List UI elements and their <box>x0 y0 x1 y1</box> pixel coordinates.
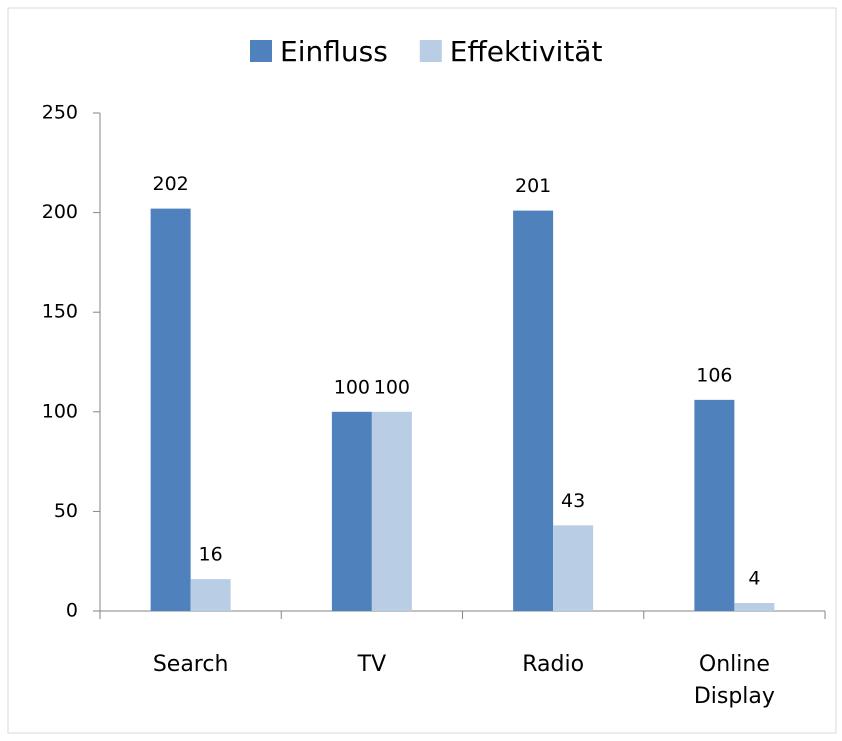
x-tick-label: Search <box>152 652 229 677</box>
y-tick-label: 0 <box>66 600 78 622</box>
legend-label: Effektivität <box>450 35 603 68</box>
bar <box>513 210 554 611</box>
x-tick-label: Radio <box>522 652 585 677</box>
data-label: 201 <box>515 175 551 197</box>
y-tick-label: 250 <box>42 102 78 124</box>
bar <box>331 411 372 611</box>
x-tick-label: Online Display <box>693 652 775 709</box>
bar <box>371 411 412 611</box>
data-label: 100 <box>334 376 370 398</box>
chart-border <box>7 7 837 734</box>
data-label: 100 <box>374 376 410 398</box>
y-tick-label: 100 <box>42 400 78 422</box>
x-tick-label: TV <box>357 652 387 677</box>
bar <box>734 603 775 611</box>
data-label: 202 <box>152 173 188 195</box>
y-tick-label: 150 <box>42 301 78 323</box>
data-label: 106 <box>696 364 732 386</box>
bar <box>150 208 191 611</box>
y-tick-label: 200 <box>42 201 78 223</box>
data-label: 4 <box>748 568 760 590</box>
y-tick-label: 50 <box>54 500 78 522</box>
legend-swatch <box>250 40 272 62</box>
legend-label: Einfluss <box>280 35 388 68</box>
bar <box>553 525 594 611</box>
bar <box>694 399 735 611</box>
bar <box>190 579 231 611</box>
legend-swatch <box>419 40 442 62</box>
data-label: 16 <box>199 544 223 566</box>
data-label: 43 <box>561 490 585 512</box>
